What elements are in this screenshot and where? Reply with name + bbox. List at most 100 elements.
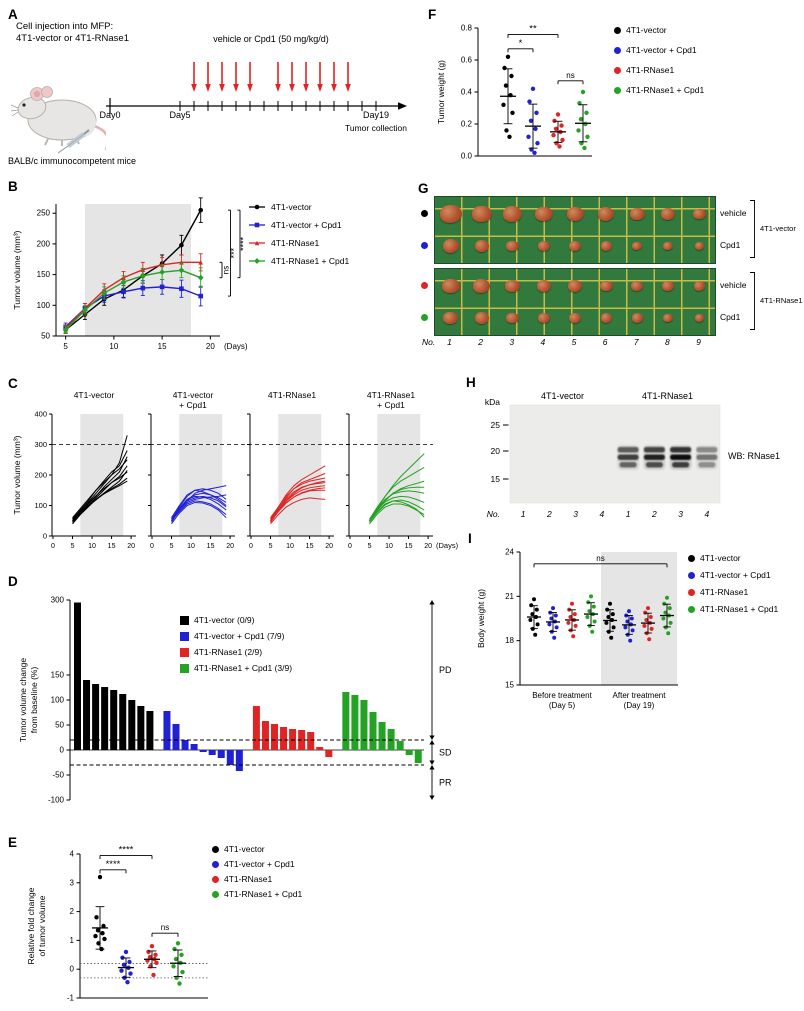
svg-text:Before treatment: Before treatment [532,691,592,700]
tumor-volume-mean-chart: 50 100 150 200 250 5 10 15 20 (Days) Tumor volume … [8,188,420,372]
tumor-sample [600,241,612,251]
svg-text:4T1-RNase1: 4T1-RNase1 [642,391,693,401]
tumor-sample [661,208,676,220]
tumor-sample [505,279,521,293]
svg-text:3: 3 [70,878,75,887]
svg-text:0.6: 0.6 [461,56,473,65]
svg-text:24: 24 [505,548,514,557]
tumor-sample [663,313,674,323]
legend-item: 4T1-vector + Cpd1 [212,857,302,872]
sample-number: 8 [664,337,670,347]
group-bracket [750,272,757,330]
legend-marker [180,631,189,641]
svg-text:10: 10 [385,543,393,550]
cell-line-label: 4T1-vector [760,224,796,233]
treatment-row-label: vehicle [720,280,747,290]
svg-text:0.8: 0.8 [461,24,473,33]
svg-text:+ Cpd1: + Cpd1 [377,400,405,410]
svg-text:15: 15 [306,543,314,550]
panel-b-legend: 4T1-vector 4T1-vector + Cpd1 4T1-RNase1 4T1… [248,198,349,270]
legend-marker [212,861,219,868]
tumor-sample [534,206,553,222]
legend-label: 4T1-vector [224,844,265,855]
svg-text:100: 100 [37,301,51,310]
tumor-sample [569,313,581,323]
legend-label: 4T1-vector (0/9) [194,614,255,625]
svg-text:400: 400 [34,410,47,419]
panel-i-legend: 4T1-vector 4T1-vector + Cpd1 4T1-RNase1 4T1… [688,550,778,618]
tumor-photo-block [434,196,716,264]
tumor-sample [506,240,520,252]
tumor-sample [443,311,459,325]
svg-text:5: 5 [269,543,273,550]
panel-c: C Tumor volume (mm³) 0 100 200 300 400 0 5 10 15 2… [8,374,464,564]
group-color-dot [421,281,428,289]
svg-text:5: 5 [170,543,174,550]
svg-text:1: 1 [626,509,631,519]
legend-item: 4T1-RNase1 [248,234,349,252]
legend-label: 4T1-RNase1 + Cpd1 [271,255,350,266]
svg-text:50: 50 [41,332,50,341]
svg-text:100: 100 [51,696,65,705]
svg-text:20: 20 [206,342,215,351]
svg-text:Tumor volume (mm³): Tumor volume (mm³) [12,435,22,514]
svg-text:4T1-vector: 4T1-vector [541,391,584,401]
panel-f-label: F [428,7,437,22]
tumor-sample [566,207,584,221]
panel-a-title-line2: 4T1-vector or 4T1-RNase1 [16,33,129,44]
svg-text:2: 2 [70,907,75,916]
legend-label: 4T1-vector + Cpd1 [626,44,697,55]
svg-text:4: 4 [70,850,75,859]
day0-label: Day0 [99,110,121,120]
svg-text:1: 1 [70,936,75,945]
legend-label: 4T1-RNase1 (2/9) [194,646,263,657]
tumor-sample [631,281,644,291]
panel-d: D 300 150 100 50 0 -50 -100 Tumor volume change… [8,566,464,832]
sample-number: 4 [540,337,546,347]
legend-item: 4T1-RNase1 [688,584,778,601]
svg-text:ns: ns [566,71,574,80]
tumor-sample [441,278,460,294]
legend-item: 4T1-vector + Cpd1 [248,216,349,234]
legend-label: 4T1-vector [700,553,741,564]
timeline-svg [106,62,407,114]
chart-b-svg: 50 100 150 200 250 5 10 15 20 (Days) Tumor volume … [12,197,249,351]
svg-text:25: 25 [491,420,501,430]
svg-text:300: 300 [34,440,47,449]
svg-text:20: 20 [491,446,501,456]
tumor-collection-label: Tumor collection [344,123,408,133]
legend-marker [614,66,621,74]
svg-text:4T1-vector: 4T1-vector [74,390,115,400]
svg-text:1: 1 [521,509,526,519]
legend-label: 4T1-vector + Cpd1 [271,219,342,230]
tumor-sample [598,207,615,221]
svg-text:0.4: 0.4 [461,88,473,97]
panel-g-numbers: 1 2 3 4 5 6 7 8 9 [416,180,804,368]
western-blot: 4T1-vector 4T1-RNase1 kDa 25 20 15 WB: RNase1 N… [462,375,804,527]
legend-label: 4T1-vector [626,24,667,35]
tumor-sample [439,204,462,223]
tumor-sample [663,241,674,251]
svg-text:PD: PD [439,665,452,675]
panel-e-label: E [8,835,18,850]
panel-e-legend: 4T1-vector 4T1-vector + Cpd1 4T1-RNase1 4T1… [212,842,302,902]
svg-text:3: 3 [678,509,683,519]
panel-g: G vehicle Cpd1 4T1-vector vehicle Cpd1 4T1-RN… [416,180,804,368]
svg-text:2: 2 [651,509,657,519]
legend-marker [688,572,695,579]
legend-label: 4T1-RNase1 + Cpd1 [700,604,779,615]
svg-text:300: 300 [51,596,65,605]
svg-text:ns: ns [222,266,231,274]
svg-text:15: 15 [158,342,167,351]
mice-strain-label: BALB/c immunocompetent mice [8,156,137,166]
sample-number: 2 [478,337,484,347]
legend-label: 4T1-RNase1 + Cpd1 [224,889,303,900]
tumor-sample [568,280,582,292]
tumor-sample [599,280,613,292]
group-color-dot [421,313,428,321]
day19-label: Day19 [362,110,389,120]
panel-i-label: I [468,531,472,546]
svg-text:20: 20 [127,543,135,550]
legend-item: 4T1-RNase1 (2/9) [180,644,292,660]
svg-text:3: 3 [573,509,578,519]
